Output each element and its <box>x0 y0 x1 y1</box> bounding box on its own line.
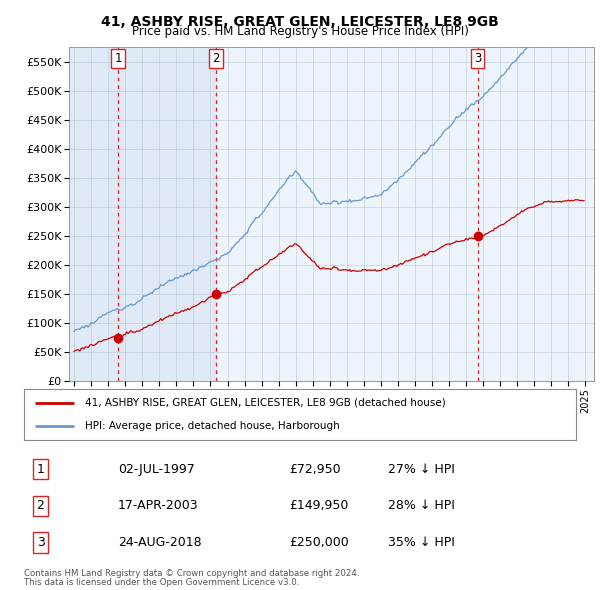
Text: 02-JUL-1997: 02-JUL-1997 <box>118 463 194 476</box>
Text: 3: 3 <box>37 536 44 549</box>
Text: 1: 1 <box>115 53 122 65</box>
Bar <box>69 47 118 381</box>
Text: 24-AUG-2018: 24-AUG-2018 <box>118 536 202 549</box>
Text: 41, ASHBY RISE, GREAT GLEN, LEICESTER, LE8 9GB (detached house): 41, ASHBY RISE, GREAT GLEN, LEICESTER, L… <box>85 398 445 408</box>
Text: Price paid vs. HM Land Registry's House Price Index (HPI): Price paid vs. HM Land Registry's House … <box>131 25 469 38</box>
Text: Contains HM Land Registry data © Crown copyright and database right 2024.: Contains HM Land Registry data © Crown c… <box>24 569 359 578</box>
Text: This data is licensed under the Open Government Licence v3.0.: This data is licensed under the Open Gov… <box>24 578 299 587</box>
Text: 41, ASHBY RISE, GREAT GLEN, LEICESTER, LE8 9GB: 41, ASHBY RISE, GREAT GLEN, LEICESTER, L… <box>101 15 499 29</box>
Text: £72,950: £72,950 <box>289 463 341 476</box>
Text: 2: 2 <box>37 499 44 513</box>
Bar <box>118 47 216 381</box>
Text: 17-APR-2003: 17-APR-2003 <box>118 499 199 513</box>
Text: 27% ↓ HPI: 27% ↓ HPI <box>388 463 455 476</box>
Text: 28% ↓ HPI: 28% ↓ HPI <box>388 499 455 513</box>
Text: 1: 1 <box>37 463 44 476</box>
Text: 3: 3 <box>474 53 481 65</box>
Text: £149,950: £149,950 <box>289 499 349 513</box>
Text: £250,000: £250,000 <box>289 536 349 549</box>
Text: 35% ↓ HPI: 35% ↓ HPI <box>388 536 455 549</box>
Text: 2: 2 <box>212 53 220 65</box>
Text: HPI: Average price, detached house, Harborough: HPI: Average price, detached house, Harb… <box>85 421 340 431</box>
